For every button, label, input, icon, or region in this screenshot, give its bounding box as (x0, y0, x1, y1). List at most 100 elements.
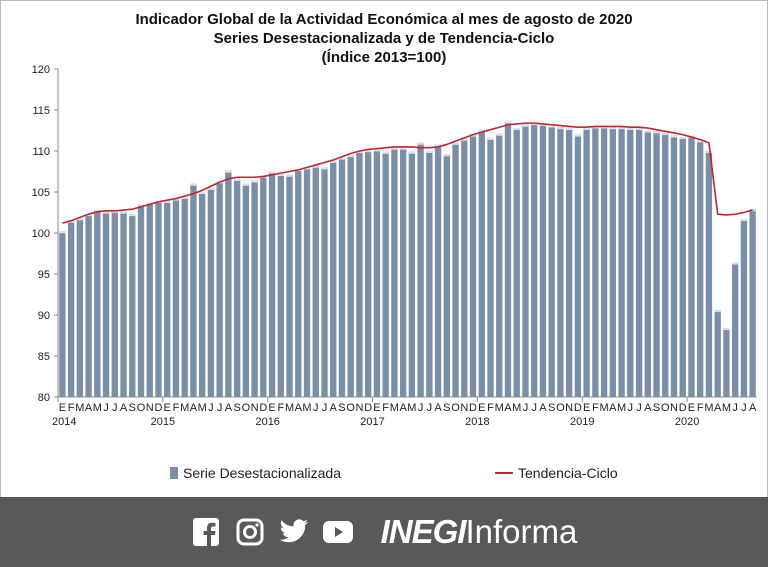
bar-cap (129, 214, 136, 217)
bar-cap (714, 310, 721, 313)
bar (662, 132, 669, 397)
bar (251, 180, 258, 397)
x-tick-label: M (75, 402, 84, 414)
bar-cap (137, 204, 145, 207)
bar-cap (627, 128, 634, 131)
bar (513, 128, 520, 398)
bar (391, 147, 398, 397)
bar (199, 192, 206, 397)
x-tick-label: A (609, 402, 617, 414)
x-tick-label: A (295, 402, 303, 414)
x-tick-label: F (487, 402, 494, 414)
bar-cap (496, 133, 503, 136)
bar (76, 218, 84, 397)
y-tick-label: 100 (32, 228, 50, 240)
twitter-icon[interactable] (279, 517, 309, 547)
bar (600, 126, 608, 398)
bar (338, 157, 346, 397)
bar (740, 219, 748, 397)
bar (635, 128, 643, 398)
bar (303, 167, 311, 397)
x-tick-label: D (574, 402, 582, 414)
y-tick-label: 95 (38, 269, 50, 281)
bar (181, 196, 188, 397)
x-tick-label: F (697, 402, 704, 414)
bar-cap (242, 183, 250, 186)
legend-bar-swatch (170, 467, 178, 479)
x-tick-label: S (338, 402, 345, 414)
x-tick-label: M (617, 402, 626, 414)
y-tick-label: 120 (32, 64, 50, 76)
x-tick-label: A (190, 402, 198, 414)
x-tick-label: J (112, 402, 118, 414)
bar-cap (426, 151, 433, 153)
bar (478, 129, 485, 397)
bar (548, 125, 555, 397)
bar-cap (286, 174, 293, 177)
bar (330, 160, 337, 397)
bar (59, 231, 66, 397)
bar-cap (417, 142, 424, 145)
x-tick-label: A (120, 402, 128, 414)
bar-cap (583, 128, 590, 131)
bar (487, 137, 494, 397)
x-tick-label: J (628, 402, 634, 414)
bar (102, 211, 110, 397)
x-tick-label: J (732, 402, 738, 414)
x-tick-label: O (451, 402, 460, 414)
bar-cap (592, 126, 599, 129)
x-tick-label: J (636, 402, 642, 414)
bar-cap (487, 137, 494, 140)
x-tick-label: J (531, 402, 537, 414)
x-tick-label: A (714, 402, 722, 414)
bar-cap (207, 187, 215, 190)
x-tick-label: D (469, 402, 477, 414)
y-tick-label: 90 (38, 310, 50, 322)
bar (565, 128, 573, 398)
facebook-icon[interactable] (191, 517, 221, 547)
bar (347, 155, 354, 397)
bar (67, 220, 75, 397)
brand-light: Informa (465, 513, 578, 550)
year-label: 2015 (151, 416, 175, 428)
bar (443, 154, 450, 397)
bar-cap (330, 160, 337, 163)
bar (225, 170, 232, 397)
bar-cap (373, 149, 381, 152)
x-tick-label: M (180, 402, 189, 414)
bar-cap (731, 262, 739, 265)
bar (452, 142, 459, 397)
bar (539, 123, 547, 397)
x-tick-label: S (548, 402, 555, 414)
bar (399, 147, 407, 397)
year-label: 2019 (570, 416, 594, 428)
bar (207, 187, 215, 397)
bar (382, 151, 389, 397)
x-tick-label: O (346, 402, 355, 414)
x-tick-label: A (504, 402, 512, 414)
x-tick-label: O (242, 402, 251, 414)
youtube-icon[interactable] (322, 517, 353, 547)
x-tick-label: J (103, 402, 109, 414)
bar (679, 137, 686, 397)
x-tick-label: E (59, 402, 66, 414)
bar (749, 209, 756, 397)
bar (137, 204, 145, 397)
bar (670, 135, 678, 398)
x-tick-label: N (146, 402, 154, 414)
bar-cap (635, 128, 643, 131)
bar-cap (452, 142, 459, 145)
bar-cap (557, 127, 564, 130)
x-tick-label: D (679, 402, 687, 414)
bar (365, 150, 372, 397)
bar (417, 142, 424, 397)
instagram-icon[interactable] (235, 517, 265, 547)
bar (242, 183, 250, 397)
bar-cap (172, 198, 180, 201)
bar (277, 173, 284, 397)
bar-cap (644, 130, 651, 133)
bar (688, 136, 695, 398)
bar-cap (120, 211, 127, 214)
bar-cap (469, 134, 477, 137)
x-tick-label: E (373, 402, 380, 414)
